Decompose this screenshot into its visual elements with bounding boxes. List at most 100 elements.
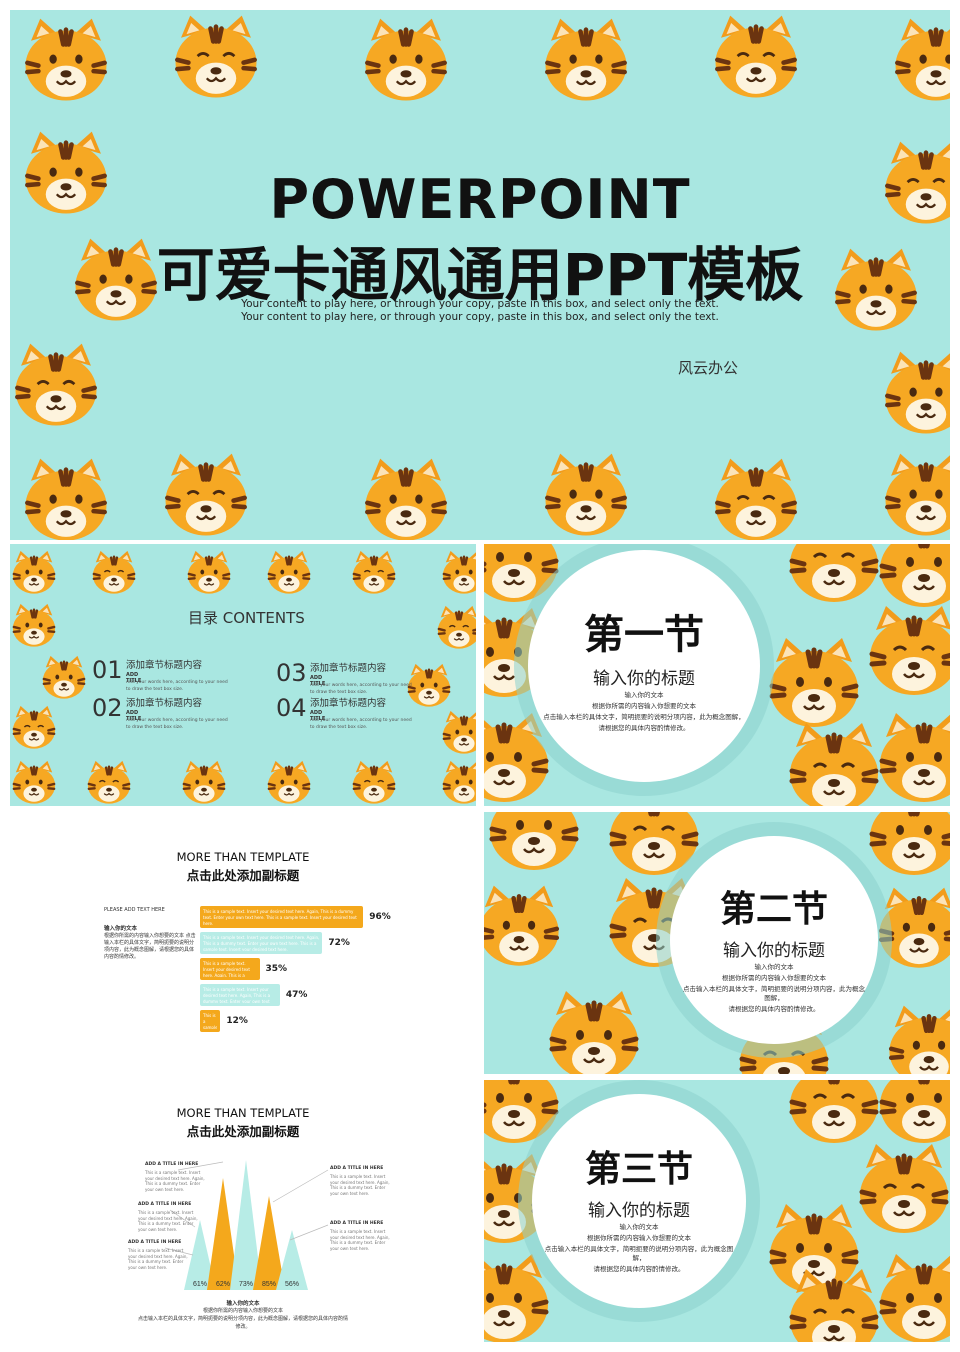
bar-value-label: 96% xyxy=(369,912,391,922)
toc-add-title: ADD TITLE xyxy=(310,710,326,722)
section-title: 第二节 xyxy=(719,889,828,930)
tiger-face-icon xyxy=(874,1080,950,1154)
title-slide: POWERPOINT 可爱卡通风通用PPT模板 Your content to … xyxy=(10,10,950,540)
toc-add-title: ADD TITLE xyxy=(126,672,142,684)
tiger-face-icon xyxy=(435,604,476,656)
bottom-line: 根据你所需的内容输入你想要的文本 xyxy=(202,1308,283,1314)
tiger-face-icon xyxy=(874,884,950,978)
leader-line xyxy=(272,1169,329,1203)
tiger-face-icon xyxy=(484,882,564,976)
toc-heading: 添加章节标题内容 xyxy=(310,663,387,674)
section-circle: 第三节 输入你的标题 输入你的文本 根据你所需的内容输入你想要的文本 点击输入本… xyxy=(532,1094,746,1308)
tiger-face-icon xyxy=(784,719,884,806)
tiger-face-icon xyxy=(784,544,884,613)
section-subtitle: 输入你的标题 xyxy=(588,1201,690,1221)
annotation-title: ADD A TITLE IN HERE xyxy=(138,1202,192,1207)
tiger-face-icon xyxy=(484,709,554,806)
bar-text: This is a sample text. Insert your desir… xyxy=(203,935,320,951)
tiger-face-icon xyxy=(484,1250,554,1342)
annotation-text: This is a sample text. Insert your desir… xyxy=(330,1229,390,1251)
triangle-chart-slide: MORE THAN TEMPLATE 点击此处添加副标题 61% 62% 73% 85… xyxy=(10,1080,476,1342)
section-title: 第一节 xyxy=(584,612,704,658)
section-line: 点击输入本栏的具体文字，简明扼要的说明分项内容，此为概念图解， xyxy=(683,985,865,1002)
triangle-value-label: 61% xyxy=(193,1281,207,1288)
tiger-face-icon xyxy=(350,549,398,601)
tiger-face-icon xyxy=(360,455,452,540)
toc-add-title: ADD TITLE xyxy=(126,710,142,722)
hero-desc-2: Your content to play here, or through yo… xyxy=(241,311,719,323)
bar-text: This is a sample text. Insert your desir… xyxy=(203,1013,218,1029)
section-label: 输入你的文本 xyxy=(754,963,794,971)
bar-text: This is a sample text. Insert your desir… xyxy=(203,987,271,1003)
toc-number: 04 xyxy=(276,694,307,722)
section-subtitle: 输入你的标题 xyxy=(723,941,825,961)
left-title: PLEASE ADD TEXT HERE xyxy=(104,907,165,913)
section-line: 根据你所需的内容输入你想要的文本 xyxy=(722,974,826,982)
bar xyxy=(200,958,260,980)
tiger-face-icon xyxy=(874,544,950,618)
bar-text: This is a sample text. Insert your desir… xyxy=(203,909,357,925)
tiger-face-icon xyxy=(350,759,398,806)
tiger-face-icon xyxy=(604,812,704,886)
tiger-face-icon xyxy=(874,1250,950,1342)
bar-value-label: 35% xyxy=(265,964,288,974)
tiger-face-icon xyxy=(85,759,133,806)
tiger-face-icon xyxy=(864,812,950,886)
annotation-title: ADD A TITLE IN HERE xyxy=(330,1221,384,1226)
section-circle: 第二节 输入你的标题 输入你的文本 根据你所需的内容输入你想要的文本 点击输入本… xyxy=(670,836,878,1044)
annotation-text: This is a sample text. Insert your desir… xyxy=(145,1170,205,1192)
bar-chart-slide: MORE THAN TEMPLATE 点击此处添加副标题 PLEASE ADD … xyxy=(10,812,476,1074)
section-label: 输入你的文本 xyxy=(624,691,664,699)
bottom-line: 修改。 xyxy=(235,1324,251,1330)
section-line: 点击输入本栏的具体文字，简明扼要的说明分项内容，此为概念图解， xyxy=(543,713,745,721)
annotation-text: This is a sample text. Insert your desir… xyxy=(330,1174,390,1196)
triangle-mark xyxy=(276,1230,308,1290)
tiger-face-icon xyxy=(440,759,476,806)
tiger-face-icon xyxy=(784,1265,884,1342)
leader-line xyxy=(289,1224,329,1241)
section-line: 点击输入本栏的具体文字，简明扼要的说明分项内容，此为概念图解， xyxy=(544,1245,734,1262)
tiger-face-icon xyxy=(540,450,632,540)
tiger-face-icon xyxy=(864,602,950,706)
tiger-face-icon xyxy=(170,12,262,108)
triangle-mark xyxy=(253,1196,285,1290)
tiger-face-icon xyxy=(405,662,453,714)
leader-line xyxy=(169,1209,196,1228)
toc-slide: 目录 CONTENTS 01 添加章节标题内容 ADD TITLE Add yo… xyxy=(10,544,476,806)
slide-heading: MORE THAN TEMPLATE xyxy=(176,850,310,864)
bar xyxy=(200,932,323,954)
tiger-face-icon xyxy=(40,654,88,706)
toc-desc: Add your words here, according to your n… xyxy=(310,683,412,695)
tiger-face-icon xyxy=(890,15,950,111)
tiger-face-icon xyxy=(90,549,138,601)
tiger-face-icon xyxy=(484,812,584,881)
section-slide-1: 第一节 输入你的标题 输入你的文本 根据你所需的内容输入你想要的文本 点击输入本… xyxy=(484,544,950,806)
tiger-face-icon xyxy=(70,235,162,331)
toc-desc: Add your words here, according to your n… xyxy=(126,718,228,730)
triangle-mark xyxy=(184,1220,216,1290)
tiger-face-icon xyxy=(265,549,313,601)
leader-line xyxy=(177,1161,224,1171)
bar-value-label: 72% xyxy=(328,938,350,948)
slide-subheading: 点击此处添加副标题 xyxy=(186,1124,300,1139)
section-slide-2: 第二节 输入你的标题 输入你的文本 根据你所需的内容输入你想要的文本 点击输入本… xyxy=(484,812,950,1074)
triangle-chart: 61% 62% 73% 85% 56% xyxy=(164,1160,329,1290)
toc-heading: 添加章节标题内容 xyxy=(126,698,203,709)
tiger-face-icon xyxy=(180,759,228,806)
left-label: 输入你的文本 xyxy=(104,926,138,932)
hero-author: 风云办公 xyxy=(678,359,739,377)
tiger-face-icon xyxy=(854,1140,950,1244)
annotation-title: ADD A TITLE IN HERE xyxy=(128,1240,182,1245)
tiger-face-icon xyxy=(880,348,950,444)
toc-desc: Add your words here, according to your n… xyxy=(310,718,412,730)
bar xyxy=(200,906,364,928)
tiger-face-icon xyxy=(265,759,313,806)
tiger-face-icon xyxy=(160,450,252,540)
tiger-face-icon xyxy=(540,15,632,111)
tiger-face-icon xyxy=(185,549,233,601)
tiger-face-icon xyxy=(360,15,452,111)
tiger-face-icon xyxy=(440,709,476,761)
leader-line xyxy=(164,1247,194,1256)
toc-heading: 添加章节标题内容 xyxy=(310,698,387,709)
slide-subheading: 点击此处添加副标题 xyxy=(186,868,300,883)
